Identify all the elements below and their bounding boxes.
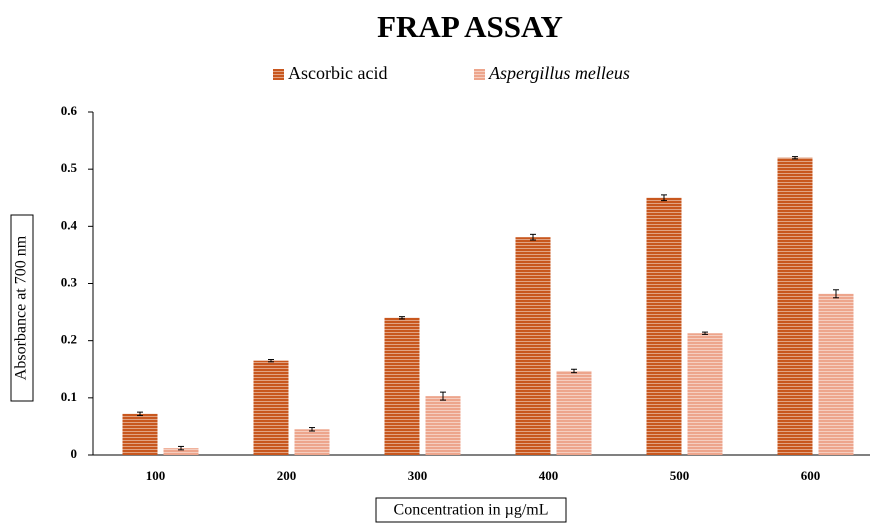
bar xyxy=(777,157,813,455)
y-tick-label: 0 xyxy=(71,446,78,461)
error-bar xyxy=(440,391,446,401)
x-axis-label: Concentration in µg/mL xyxy=(394,502,549,519)
error-bar xyxy=(571,368,577,374)
bar xyxy=(515,237,551,455)
y-label-box xyxy=(10,214,34,402)
y-tick-label: 0.2 xyxy=(61,332,77,347)
chart-title: FRAP ASSAY xyxy=(377,9,563,44)
error-bar xyxy=(178,445,184,451)
legend-label: Ascorbic acid xyxy=(288,63,387,83)
bar xyxy=(384,317,420,455)
error-bar xyxy=(268,359,274,363)
error-bar xyxy=(702,331,708,335)
y-tick-label: 0.3 xyxy=(61,274,78,289)
error-bar xyxy=(399,316,405,320)
bar xyxy=(253,360,289,455)
bar xyxy=(687,333,723,455)
bar xyxy=(556,370,592,455)
error-bar xyxy=(309,427,315,432)
y-tick-label: 0.1 xyxy=(61,389,77,404)
error-bar xyxy=(833,289,839,299)
x-tick-label: 100 xyxy=(146,468,166,483)
error-bar xyxy=(792,156,798,160)
error-bar xyxy=(530,233,536,241)
legend-label: Aspergillus melleus xyxy=(488,63,630,83)
x-tick-label: 600 xyxy=(801,468,821,483)
bar xyxy=(163,448,199,455)
bar xyxy=(122,413,158,455)
bar xyxy=(294,429,330,455)
y-axis-label: Absorbance at 700 nm xyxy=(13,235,30,380)
bar xyxy=(646,197,682,455)
x-tick-label: 400 xyxy=(539,468,559,483)
legend-swatch xyxy=(273,69,284,80)
bar xyxy=(425,396,461,455)
y-tick-label: 0.4 xyxy=(61,217,78,232)
error-bar xyxy=(137,411,143,417)
legend-swatch xyxy=(474,69,485,80)
bar xyxy=(818,293,854,455)
y-tick-label: 0.5 xyxy=(61,160,78,175)
x-label-box xyxy=(375,497,567,523)
error-bar xyxy=(661,194,667,202)
y-tick-label: 0.6 xyxy=(61,103,78,118)
x-tick-label: 300 xyxy=(408,468,428,483)
x-tick-label: 200 xyxy=(277,468,297,483)
x-tick-label: 500 xyxy=(670,468,690,483)
